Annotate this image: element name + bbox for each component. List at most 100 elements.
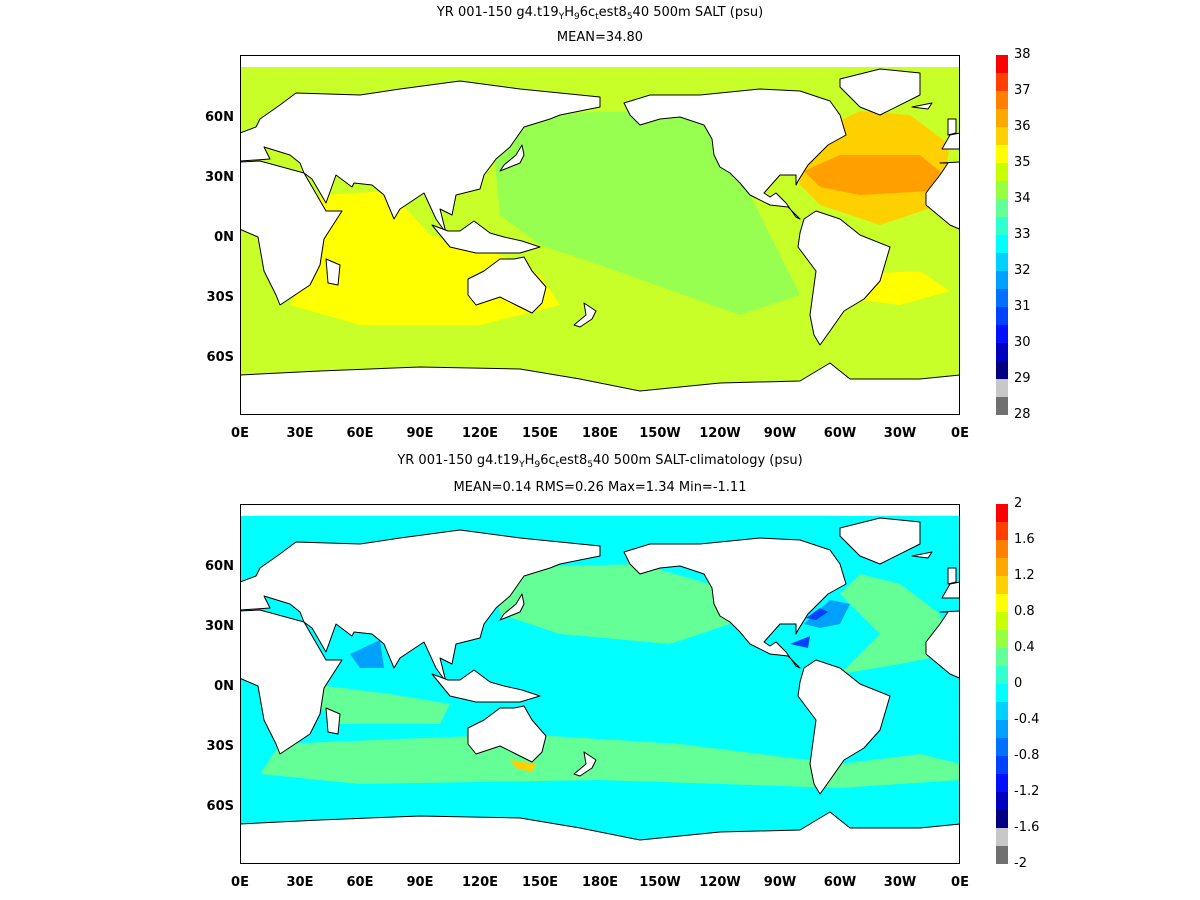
longitude-tick-label: 150W [639, 426, 681, 441]
colorbar-swatch [996, 540, 1008, 558]
colorbar-tick-label: 1.6 [1014, 532, 1035, 547]
colorbar-swatch [996, 289, 1008, 307]
land-australia [467, 705, 547, 763]
colorbar-swatch [996, 343, 1008, 361]
longitude-tick-label: 60E [346, 426, 374, 441]
colorbar-swatch [996, 307, 1008, 325]
longitude-tick-label: 120E [461, 875, 499, 890]
longitude-tick-label: 60W [823, 426, 857, 441]
colorbar-swatch [996, 163, 1008, 181]
colorbar-tick-label: 34 [1014, 191, 1031, 206]
longitude-tick-label: 180E [581, 426, 619, 441]
colorbar-tick-label: -2 [1014, 856, 1027, 871]
land-africa-wrap [925, 610, 960, 679]
colorbar-swatch [996, 702, 1008, 720]
panel2-colorbar [996, 504, 1008, 864]
longitude-tick-label: 30W [883, 426, 917, 441]
colorbar-tick-label: 29 [1014, 371, 1031, 386]
colorbar-tick-label: 38 [1014, 47, 1031, 62]
longitude-tick-label: 0E [951, 426, 969, 441]
colorbar-swatch [996, 361, 1008, 379]
colorbar-swatch [996, 504, 1008, 522]
north-pacific-positive-anomaly [490, 564, 730, 644]
gulf-stream-negative-anomaly [804, 600, 850, 628]
colorbar-swatch [996, 73, 1008, 91]
colorbar-swatch [996, 810, 1008, 828]
land-japan [499, 593, 525, 621]
latitude-tick-label: 0N [214, 679, 234, 694]
longitude-tick-label: 0E [231, 875, 249, 890]
longitude-tick-label: 30E [286, 875, 314, 890]
land-new_zealand [573, 751, 597, 777]
land-antarctica [240, 362, 960, 415]
colorbar-swatch [996, 271, 1008, 289]
latitude-tick-label: 30S [206, 739, 234, 754]
colorbar-swatch [996, 774, 1008, 792]
land-eurasia-wrap [941, 581, 960, 611]
land-greenland [839, 68, 921, 116]
colorbar-swatch [996, 684, 1008, 702]
colorbar-swatch [996, 145, 1008, 163]
longitude-tick-label: 30E [286, 426, 314, 441]
colorbar-swatch [996, 379, 1008, 397]
colorbar-swatch [996, 235, 1008, 253]
colorbar-swatch [996, 828, 1008, 846]
colorbar-tick-label: 30 [1014, 335, 1031, 350]
longitude-tick-label: 120W [699, 875, 741, 890]
salinity-map [240, 55, 960, 415]
land-south_america [797, 659, 891, 795]
panel2-subtitle: MEAN=0.14 RMS=0.26 Max=1.34 Min=-1.11 [453, 480, 747, 495]
land-australia [467, 256, 547, 314]
longitude-tick-label: 120E [461, 426, 499, 441]
land-new_zealand [573, 302, 597, 328]
colorbar-swatch [996, 756, 1008, 774]
colorbar-swatch [996, 846, 1008, 864]
panel2-map [240, 504, 960, 864]
latitude-tick-label: 30N [205, 619, 234, 634]
longitude-tick-label: 0E [231, 426, 249, 441]
land-eurasia-wrap [941, 132, 960, 162]
caribbean-strong-negative [790, 636, 810, 648]
latitude-tick-label: 30N [205, 170, 234, 185]
colorbar-swatch [996, 738, 1008, 756]
colorbar-tick-label: 31 [1014, 299, 1031, 314]
panel1-title: YR 001-150 g4.t19YH96ctest8540 500m SALT… [436, 5, 764, 22]
latitude-tick-label: 0N [214, 230, 234, 245]
latitude-tick-label: 60S [206, 350, 234, 365]
land-africa [240, 609, 343, 755]
longitude-tick-label: 120W [699, 426, 741, 441]
colorbar-tick-label: -0.4 [1014, 712, 1040, 727]
colorbar-swatch [996, 253, 1008, 271]
land-indonesia [431, 220, 541, 254]
indian-positive-anomaly [310, 684, 450, 724]
land-greenland [839, 517, 921, 565]
land-madagascar [325, 258, 341, 286]
colorbar-swatch [996, 612, 1008, 630]
longitude-tick-label: 150W [639, 875, 681, 890]
land-japan [499, 144, 525, 172]
colorbar-swatch [996, 522, 1008, 540]
subtropical-atlantic-max [804, 155, 944, 195]
land-uk [947, 567, 957, 585]
longitude-tick-label: 90E [406, 426, 434, 441]
colorbar-swatch [996, 109, 1008, 127]
longitude-tick-label: 60E [346, 875, 374, 890]
colorbar-swatch [996, 576, 1008, 594]
land-eurasia [240, 80, 601, 234]
colorbar-swatch [996, 594, 1008, 612]
panel1-subtitle: MEAN=34.80 [556, 30, 644, 45]
colorbar-tick-label: 32 [1014, 263, 1031, 278]
longitude-tick-label: 180E [581, 875, 619, 890]
colorbar-tick-label: -0.8 [1014, 748, 1040, 763]
colorbar-swatch [996, 630, 1008, 648]
land-north_america [623, 537, 847, 669]
colorbar-tick-label: -1.2 [1014, 784, 1040, 799]
colorbar-swatch [996, 91, 1008, 109]
colorbar-tick-label: 1.2 [1014, 568, 1035, 583]
southern-positive-anomaly-band [260, 734, 960, 788]
longitude-tick-label: 150E [521, 426, 559, 441]
longitude-tick-label: 90W [763, 875, 797, 890]
anomaly-map [240, 504, 960, 864]
latitude-tick-label: 60N [205, 559, 234, 574]
latitude-tick-label: 60N [205, 110, 234, 125]
